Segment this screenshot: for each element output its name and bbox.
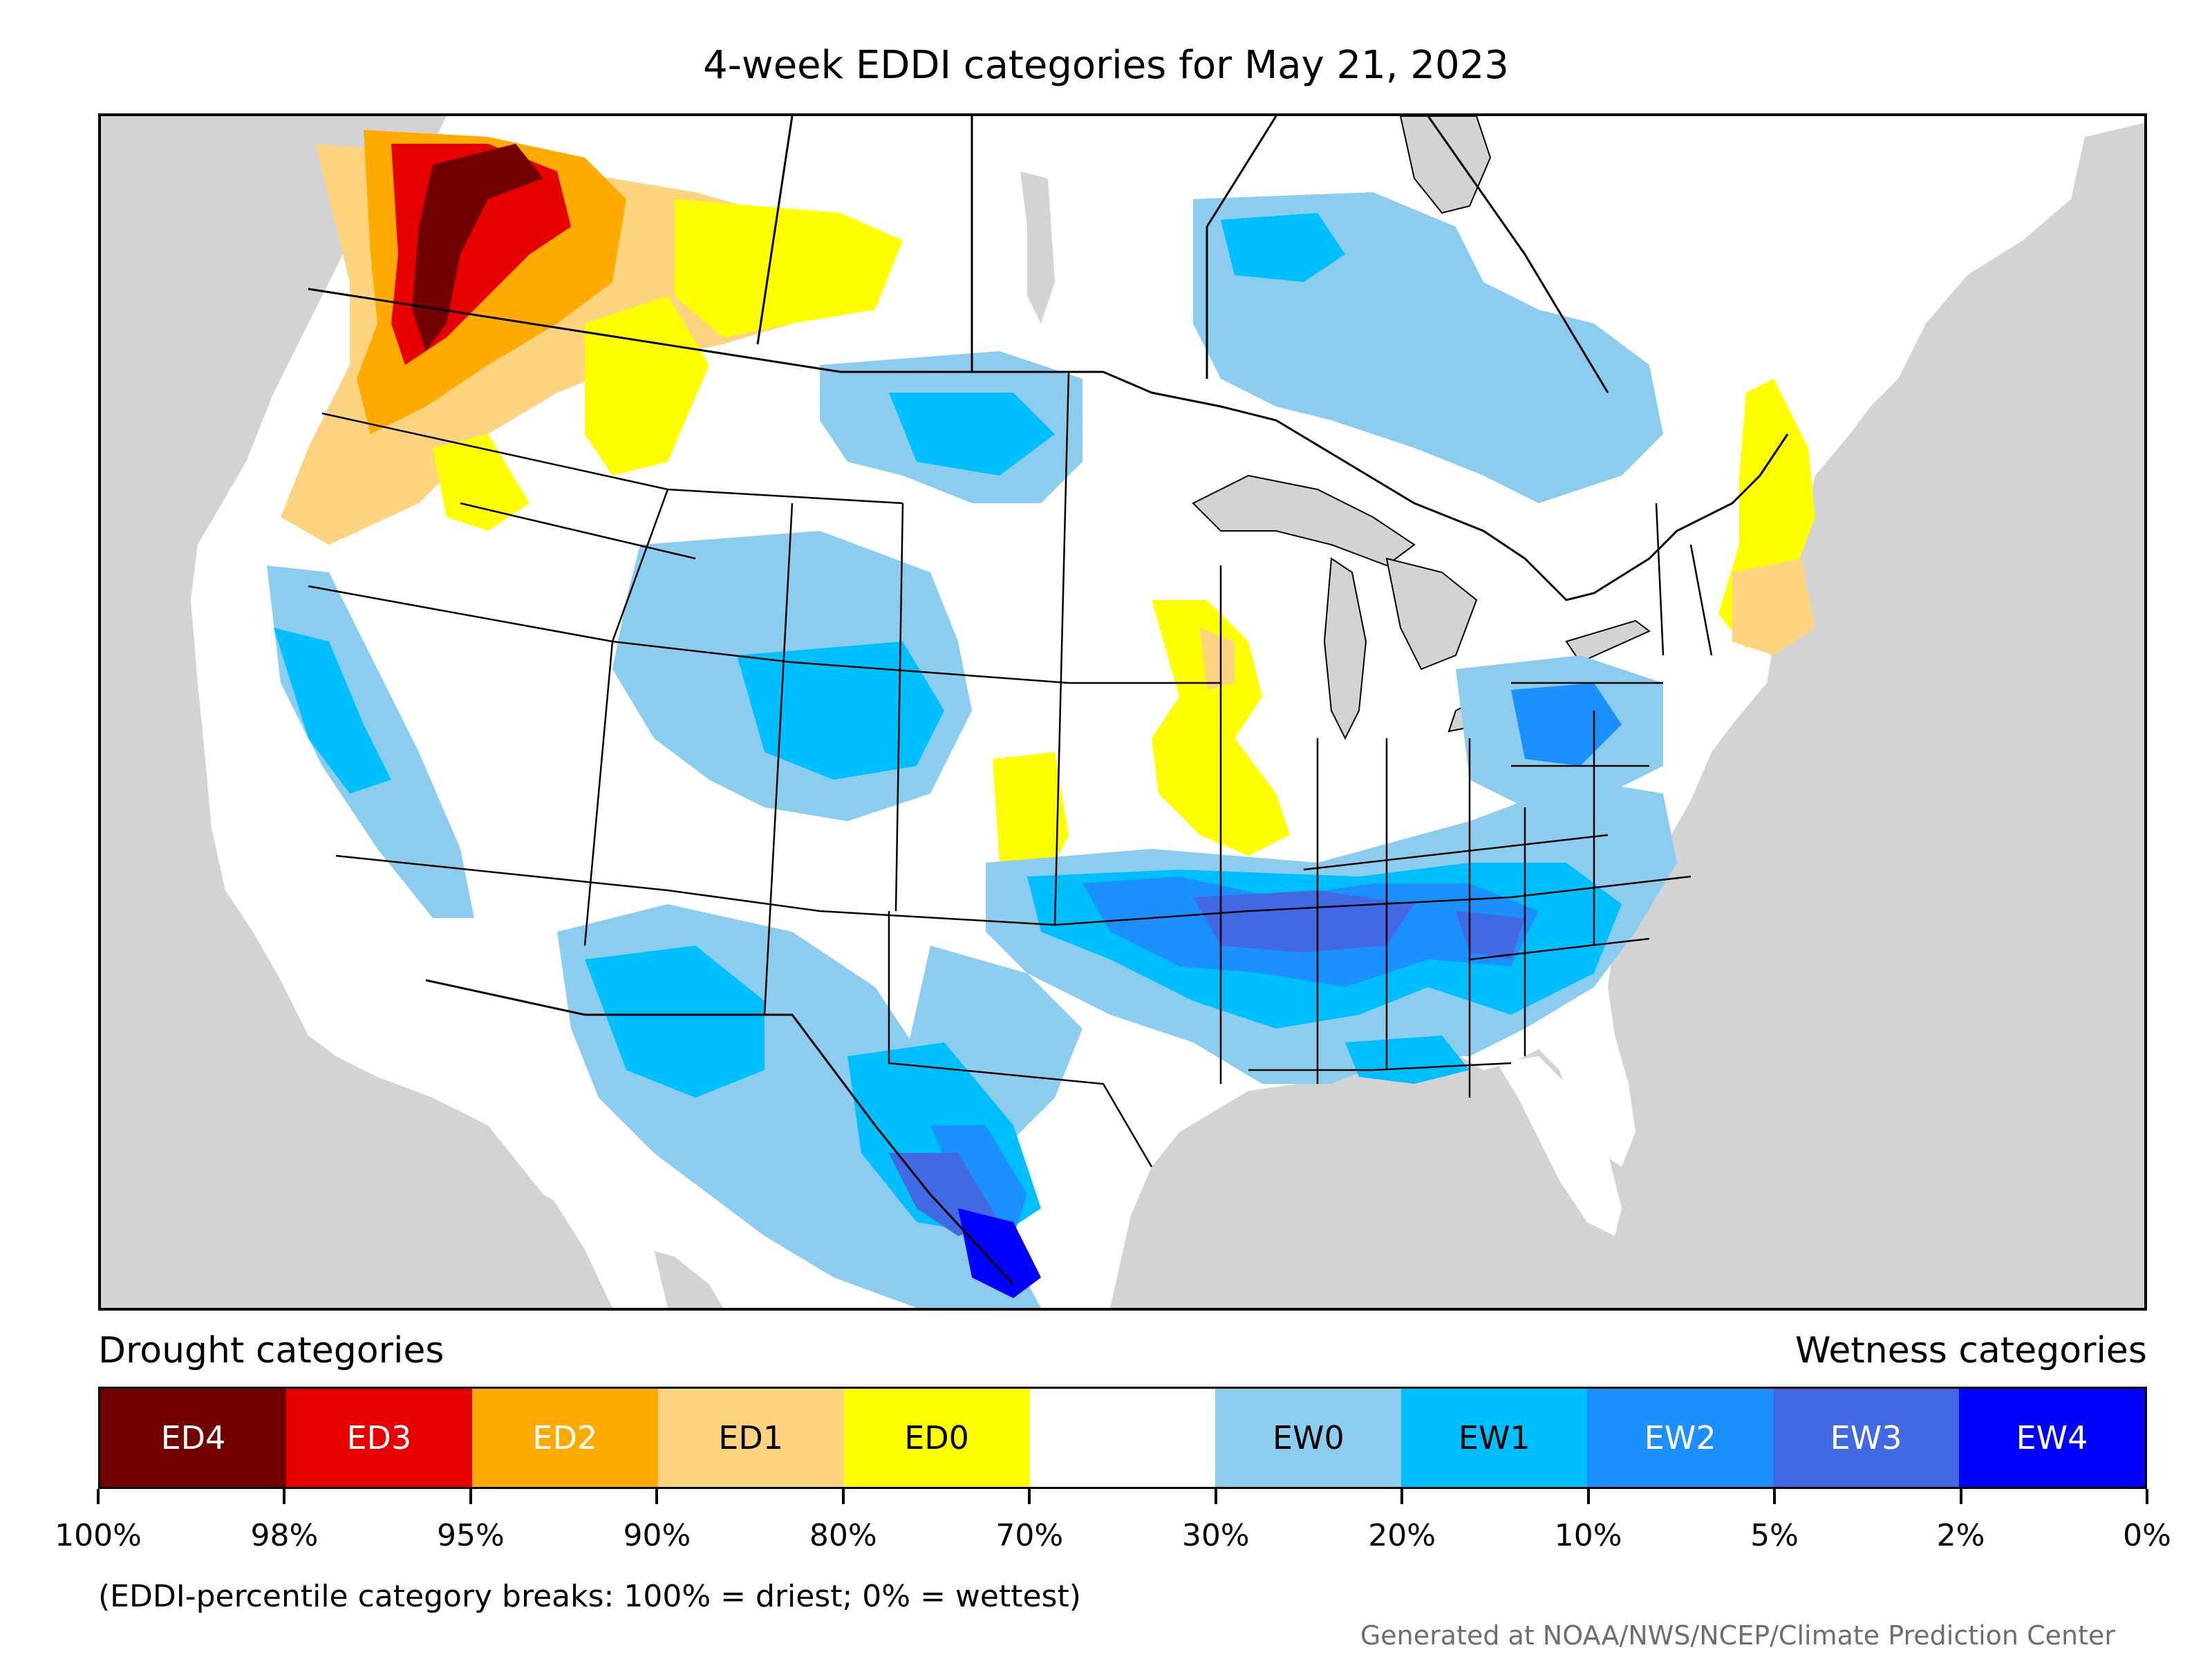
hudson-bay bbox=[1399, 116, 1492, 214]
colorbar-tick bbox=[841, 1489, 845, 1504]
us-canada-border bbox=[308, 288, 1789, 601]
colorbar-tick bbox=[97, 1489, 100, 1504]
colorbar-tick bbox=[1400, 1489, 1404, 1504]
colorbar-break-label: 90% bbox=[623, 1518, 691, 1553]
colorbar-tick bbox=[1773, 1489, 1777, 1504]
colorbar-break-label: 95% bbox=[437, 1518, 505, 1553]
colorbar-break-label: 10% bbox=[1554, 1518, 1622, 1553]
wet-ew1-gulfcoast bbox=[1345, 1035, 1470, 1084]
colorbar-cell-ed4: ED4 bbox=[100, 1389, 286, 1487]
colorbar-break-label: 0% bbox=[2123, 1518, 2171, 1553]
lake-michigan bbox=[1323, 557, 1367, 740]
colorbar-break-label: 100% bbox=[55, 1518, 142, 1553]
colorbar-tick bbox=[1028, 1489, 1031, 1504]
wet-ew3-south bbox=[1193, 890, 1414, 953]
colorbar-cell-ed1: ED1 bbox=[657, 1389, 844, 1487]
colorbar-break-label: 80% bbox=[809, 1518, 877, 1553]
category-breaks-note: (EDDI-percentile category breaks: 100% =… bbox=[98, 1579, 1081, 1614]
wet-ew3-georgia bbox=[1456, 911, 1525, 959]
colorbar-tick bbox=[1586, 1489, 1590, 1504]
colorbar-tick bbox=[1214, 1489, 1217, 1504]
drought-ed1-newengland bbox=[1732, 559, 1815, 655]
colorbar-cell-ew4: EW4 bbox=[1959, 1389, 2145, 1487]
drought-ed0-oregon bbox=[433, 434, 529, 531]
land-florida bbox=[1497, 1056, 1622, 1236]
wetness-categories-header: Wetness categories bbox=[1795, 1330, 2147, 1371]
colorbar-tick bbox=[469, 1489, 472, 1504]
colorbar-cell-ed0: ED0 bbox=[843, 1389, 1030, 1487]
colorbar-tick bbox=[283, 1489, 286, 1504]
us-mexico-border bbox=[425, 979, 1015, 1286]
map-title: 4-week EDDI categories for May 21, 2023 bbox=[703, 43, 1509, 88]
drought-ed4-pnw bbox=[412, 144, 543, 351]
lake-huron bbox=[1385, 557, 1478, 671]
eddi-map bbox=[98, 113, 2147, 1311]
category-colorbar: ED4 ED3 ED2 ED1 ED0 EW0 EW1 EW2 EW3 EW4 bbox=[98, 1387, 2147, 1489]
wet-ew1-canada bbox=[1221, 213, 1345, 282]
wet-ew1-dakotas bbox=[889, 393, 1055, 476]
us-state-borders bbox=[308, 371, 1713, 1168]
colorbar-break-label: 30% bbox=[1181, 1518, 1250, 1553]
colorbar-cell-ew3: EW3 bbox=[1773, 1389, 1960, 1487]
map-canvas bbox=[101, 116, 2144, 1308]
colorbar-break-label: 98% bbox=[250, 1518, 319, 1553]
colorbar-cell-ed3: ED3 bbox=[285, 1389, 472, 1487]
colorbar-break-label: 2% bbox=[1936, 1518, 1985, 1553]
drought-ed0-idaho bbox=[585, 296, 709, 476]
colorbar-cell-neutral bbox=[1029, 1389, 1216, 1487]
colorbar-cell-ew0: EW0 bbox=[1215, 1389, 1402, 1487]
colorbar-break-label: 5% bbox=[1750, 1518, 1799, 1553]
drought-ed0-kansas bbox=[993, 752, 1069, 890]
colorbar-tick bbox=[655, 1489, 659, 1504]
colorbar-cell-ew1: EW1 bbox=[1401, 1389, 1588, 1487]
drought-ed0-pnw bbox=[675, 199, 903, 337]
lake-superior bbox=[1192, 474, 1416, 567]
canada-province-borders bbox=[756, 116, 1609, 393]
drought-ed1-midwest bbox=[1200, 628, 1235, 690]
lake-winnipeg bbox=[1020, 171, 1055, 324]
lake-ontario bbox=[1565, 619, 1651, 664]
drought-categories-header: Drought categories bbox=[98, 1330, 444, 1371]
wet-ew1-arizona bbox=[585, 946, 765, 1098]
wet-ew1-colorado bbox=[737, 641, 944, 780]
colorbar-cell-ed2: ED2 bbox=[471, 1389, 658, 1487]
wet-ew4-texas bbox=[958, 1208, 1041, 1298]
colorbar-break-label: 20% bbox=[1368, 1518, 1436, 1553]
colorbar-break-label: 70% bbox=[995, 1518, 1064, 1553]
land-baja bbox=[474, 980, 668, 1308]
wet-ew1-california bbox=[274, 628, 391, 794]
colorbar-tick bbox=[1959, 1489, 1962, 1504]
colorbar-tick bbox=[2146, 1489, 2148, 1504]
credit-line: Generated at NOAA/NWS/NCEP/Climate Predi… bbox=[1360, 1620, 2115, 1651]
colorbar-cell-ew2: EW2 bbox=[1587, 1389, 1774, 1487]
